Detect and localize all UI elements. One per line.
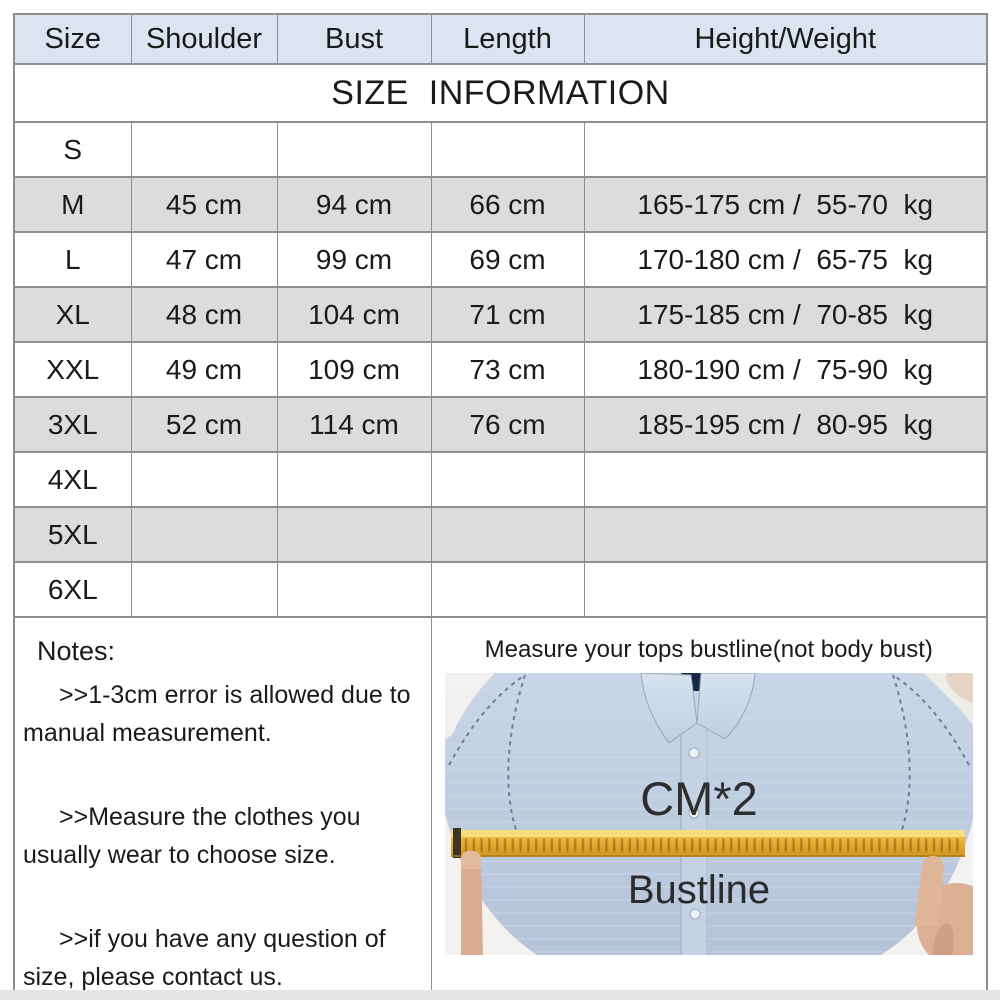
length-cell: 69 cm [430, 231, 585, 288]
length-cell [430, 506, 585, 563]
table-row: XL 48 cm 104 cm 71 cm 175-185 cm / 70-85… [13, 286, 988, 343]
table-row: 5XL [13, 506, 988, 563]
tape-end-clip [452, 828, 461, 858]
length-cell: 71 cm [430, 286, 585, 343]
height-weight-cell [583, 121, 988, 178]
size-cell: XXL [13, 341, 132, 398]
bustline-label: Bustline [628, 868, 770, 912]
page-title: SIZE INFORMATION [13, 63, 988, 123]
table-row: M 45 cm 94 cm 66 cm 165-175 cm / 55-70 k… [13, 176, 988, 233]
height-weight-cell [583, 506, 988, 563]
table-title-section: SIZE INFORMATION [13, 63, 988, 123]
size-cell: XL [13, 286, 132, 343]
shoulder-cell [130, 451, 278, 508]
length-cell: 73 cm [430, 341, 585, 398]
header-row: Size Shoulder Bust Length Height/Weight [13, 13, 988, 65]
shoulder-cell: 49 cm [130, 341, 278, 398]
shirt-button [689, 908, 701, 920]
bust-cell [276, 451, 432, 508]
height-weight-cell: 175-185 cm / 70-85 kg [583, 286, 988, 343]
bust-cell: 109 cm [276, 341, 432, 398]
bust-cell [276, 121, 432, 178]
shoulder-cell: 48 cm [130, 286, 278, 343]
table-header: Size Shoulder Bust Length Height/Weight [13, 13, 988, 65]
seam-stitch-top-left [447, 674, 526, 766]
seam-stitch-right [891, 674, 911, 834]
column-header-shoulder: Shoulder [130, 13, 278, 65]
size-cell: 5XL [13, 506, 132, 563]
table-row: 4XL [13, 451, 988, 508]
collar-right [696, 673, 756, 740]
table-row: S [13, 121, 988, 178]
note-item: >>if you have any question of size, plea… [23, 925, 386, 991]
measure-panel: Measure your tops bustline(not body bust… [430, 616, 988, 998]
length-cell [430, 451, 585, 508]
table-body: S M 45 cm 94 cm 66 cm 165-175 cm / 55-70… [13, 121, 988, 618]
bust-cell: 99 cm [276, 231, 432, 288]
tape-measure [450, 828, 965, 858]
column-header-bust: Bust [276, 13, 432, 65]
column-header-length: Length [430, 13, 585, 65]
hand-right [914, 855, 973, 955]
notes-heading: Notes: [37, 636, 116, 666]
shoulder-cell: 52 cm [130, 396, 278, 453]
note-item: >>1-3cm error is allowed due to manual m… [23, 681, 411, 747]
bust-cell: 114 cm [276, 396, 432, 453]
size-cell: S [13, 121, 132, 178]
height-weight-cell: 170-180 cm / 65-75 kg [583, 231, 988, 288]
bust-cell [276, 506, 432, 563]
height-weight-cell [583, 561, 988, 618]
title-row: SIZE INFORMATION [13, 63, 988, 123]
notes-content: Notes: >>1-3cm error is allowed due to m… [15, 619, 430, 995]
height-weight-cell: 185-195 cm / 80-95 kg [583, 396, 988, 453]
table-footer-section: Notes: >>1-3cm error is allowed due to m… [13, 616, 988, 998]
seam-stitch-top-right [892, 674, 970, 766]
page-bottom-strip [0, 990, 1000, 1000]
notes-panel: Notes: >>1-3cm error is allowed due to m… [13, 616, 432, 998]
size-cell: L [13, 231, 132, 288]
arm-top-right [945, 673, 973, 705]
shoulder-cell [130, 121, 278, 178]
size-cell: M [13, 176, 132, 233]
length-cell: 76 cm [430, 396, 585, 453]
size-information-table: SIZE INFORMATION Size Shoulder Bust Leng… [13, 13, 988, 998]
hand-left [460, 850, 483, 955]
measure-caption: Measure your tops bustline(not body bust… [484, 636, 933, 663]
height-weight-cell: 165-175 cm / 55-70 kg [583, 176, 988, 233]
size-cell: 6XL [13, 561, 132, 618]
collar-left [640, 673, 698, 744]
shirt-button [688, 807, 700, 819]
shoulder-cell: 47 cm [130, 231, 278, 288]
size-cell: 4XL [13, 451, 132, 508]
table-row: XXL 49 cm 109 cm 73 cm 180-190 cm / 75-9… [13, 341, 988, 398]
height-weight-cell [583, 451, 988, 508]
shoulder-cell [130, 506, 278, 563]
column-header-size: Size [13, 13, 132, 65]
table-row: L 47 cm 99 cm 69 cm 170-180 cm / 65-75 k… [13, 231, 988, 288]
column-header-height-weight: Height/Weight [583, 13, 988, 65]
size-cell: 3XL [13, 396, 132, 453]
shoulder-cell [130, 561, 278, 618]
bottom-row: Notes: >>1-3cm error is allowed due to m… [13, 616, 988, 998]
table-row: 6XL [13, 561, 988, 618]
shoulder-highlight [444, 673, 483, 694]
bust-cell: 104 cm [276, 286, 432, 343]
note-item: >>Measure the clothes you usually wear t… [23, 803, 361, 869]
length-cell: 66 cm [430, 176, 585, 233]
seam-stitch-left [507, 674, 526, 834]
cm2-label: CM*2 [640, 772, 758, 825]
shirt-photo: CM*2 Bustline [444, 673, 973, 955]
length-cell [430, 561, 585, 618]
shoulder-cell: 45 cm [130, 176, 278, 233]
table-row: 3XL 52 cm 114 cm 76 cm 185-195 cm / 80-9… [13, 396, 988, 453]
bust-cell [276, 561, 432, 618]
length-cell [430, 121, 585, 178]
bust-cell: 94 cm [276, 176, 432, 233]
shirt-button [688, 747, 700, 759]
height-weight-cell: 180-190 cm / 75-90 kg [583, 341, 988, 398]
